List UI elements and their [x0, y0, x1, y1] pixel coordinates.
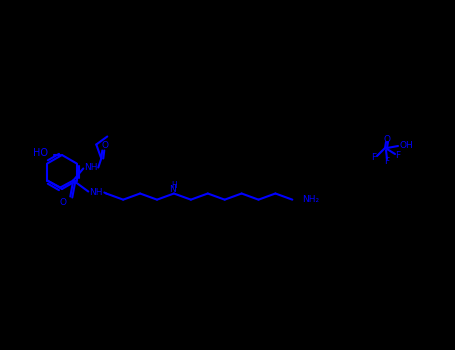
Text: F: F: [384, 158, 389, 167]
Text: O: O: [60, 198, 67, 207]
Text: O: O: [102, 141, 109, 150]
Text: F: F: [395, 152, 400, 161]
Text: N: N: [170, 185, 176, 194]
Text: NH: NH: [90, 188, 103, 197]
Text: O: O: [384, 134, 390, 144]
Text: OH: OH: [400, 141, 414, 150]
Text: NH: NH: [85, 163, 98, 172]
Text: HO: HO: [33, 148, 48, 158]
Text: NH₂: NH₂: [302, 195, 319, 204]
Text: H: H: [171, 181, 177, 190]
Text: F: F: [371, 154, 377, 162]
